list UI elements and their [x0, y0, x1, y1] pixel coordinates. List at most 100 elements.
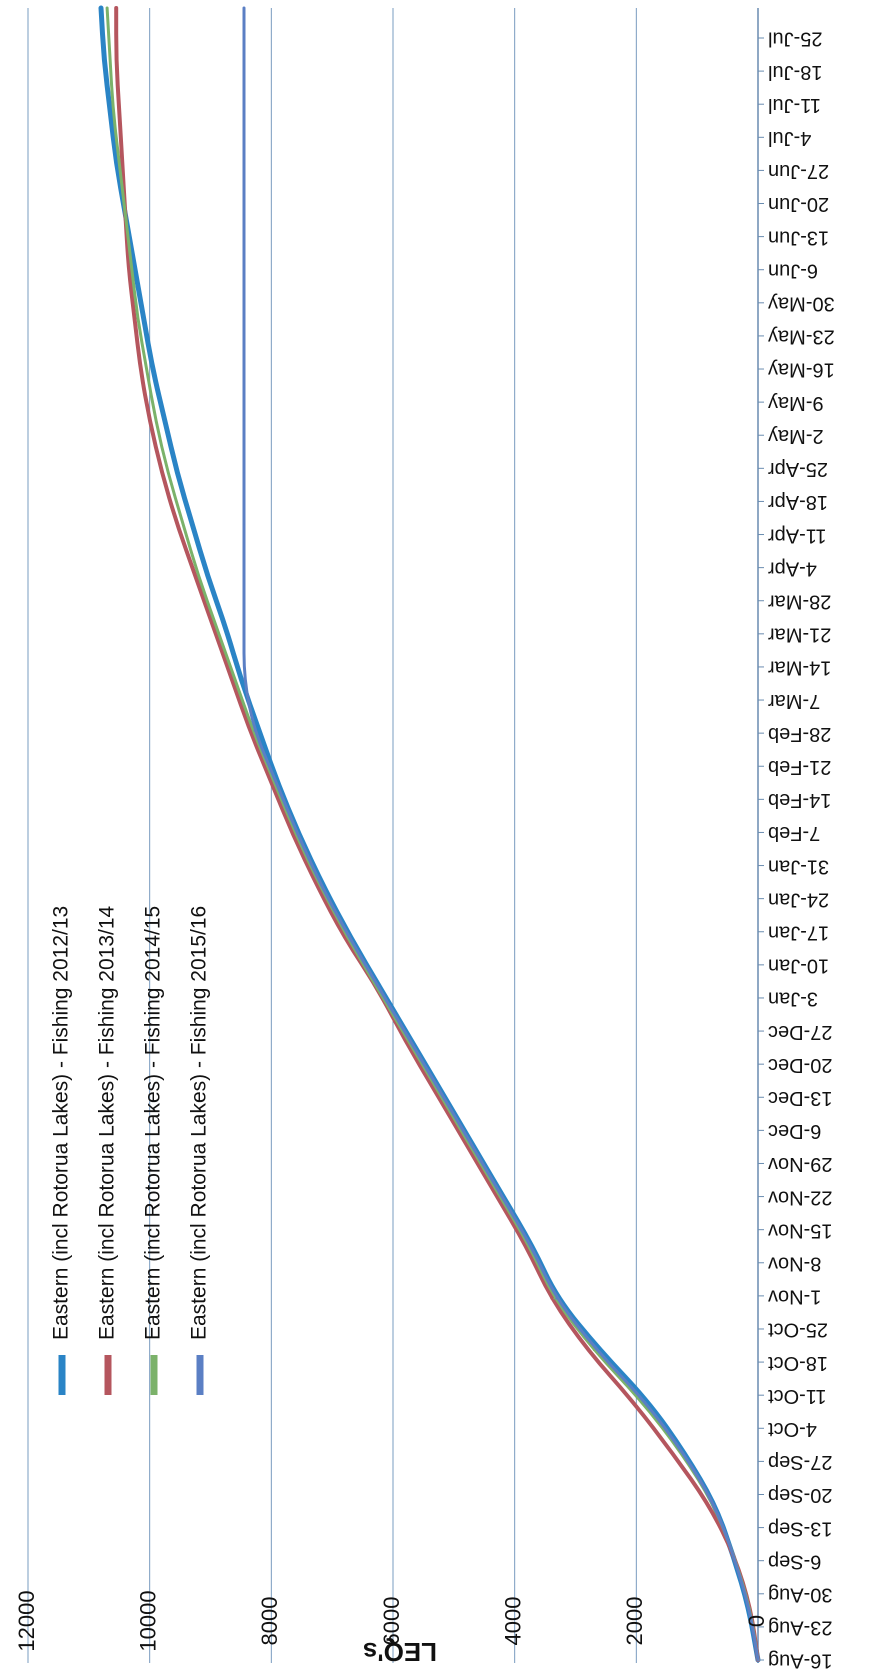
data-point: [115, 162, 118, 164]
x-tick-label: 25-Oct: [768, 1319, 828, 1341]
x-tick-label: 27-Jun: [768, 160, 829, 182]
data-point: [243, 162, 245, 164]
data-point: [378, 988, 381, 990]
data-point: [682, 1452, 685, 1455]
data-point: [296, 833, 299, 835]
data-point: [243, 265, 245, 267]
data-point: [234, 678, 236, 680]
x-tick-label: 14-Feb: [768, 789, 831, 811]
x-tick-label: 6-Jun: [768, 259, 818, 281]
x-tick-label: 11-Apr: [768, 524, 827, 546]
x-tick-label: 4-Oct: [768, 1418, 817, 1440]
series-line-3: [105, 6, 760, 1662]
data-point: [253, 729, 256, 732]
x-tick-label: 24-Jan: [768, 888, 829, 910]
data-point: [748, 1607, 751, 1610]
data-point: [121, 162, 124, 164]
data-point: [194, 575, 197, 577]
data-point: [252, 729, 254, 732]
data-point: [240, 678, 242, 680]
legend-label: Eastern (incl Rotorua Lakes) - Fishing 2…: [142, 906, 165, 1340]
data-point: [500, 1194, 503, 1197]
data-point: [109, 110, 111, 113]
x-tick-label: 11-Oct: [768, 1385, 827, 1407]
series-layer: [98, 5, 761, 1663]
data-point: [148, 420, 151, 422]
data-point: [133, 265, 136, 267]
data-point: [176, 523, 178, 526]
x-tick-label: 30-Aug: [768, 1584, 833, 1606]
data-point: [708, 1504, 711, 1506]
data-point: [206, 575, 209, 577]
x-tick-label: 30-May: [768, 293, 835, 315]
data-point: [243, 471, 245, 474]
data-point: [243, 678, 245, 680]
x-tick-label: 18-Apr: [768, 491, 828, 513]
x-tick-label: 6-Sep: [768, 1550, 821, 1572]
data-point: [142, 316, 145, 319]
data-point: [586, 1349, 589, 1352]
y-tick-label: 12000: [14, 1590, 39, 1651]
x-tick-label: 21-Feb: [768, 756, 831, 778]
x-tick-label: 17-Jan: [768, 921, 829, 943]
data-point: [243, 523, 245, 526]
data-point: [553, 1297, 556, 1300]
data-point: [243, 626, 245, 629]
x-tick-label: 18-Jul: [768, 61, 822, 83]
x-tick-label: 23-May: [768, 326, 835, 348]
data-point: [439, 1091, 442, 1093]
x-tick-label: 27-Sep: [768, 1451, 833, 1473]
data-point: [197, 575, 200, 577]
data-point: [103, 58, 105, 61]
x-tick-label: 14-Mar: [768, 657, 832, 679]
x-tick-label: 8-Nov: [768, 1252, 821, 1274]
data-point: [243, 575, 245, 577]
x-tick-label: 20-Sep: [768, 1484, 833, 1506]
data-point: [124, 213, 127, 216]
data-point: [118, 110, 121, 113]
x-tick-label: 1-Nov: [768, 1286, 821, 1308]
x-tick-label: 18-Oct: [768, 1352, 828, 1374]
data-point: [115, 7, 118, 9]
data-point: [434, 1091, 437, 1093]
x-tick-label: 29-Nov: [768, 1153, 832, 1175]
data-point: [106, 7, 108, 9]
data-point: [215, 626, 218, 629]
series-line-4: [242, 6, 760, 1662]
data-point: [167, 471, 169, 474]
x-tick-label: 13-Dec: [768, 1087, 832, 1109]
x-tick-label: 11-Jul: [768, 94, 821, 116]
data-point: [243, 368, 245, 371]
y-tick-label: 8000: [257, 1597, 282, 1646]
data-point: [212, 626, 215, 629]
data-point: [154, 420, 157, 422]
x-tick-label: 31-Jan: [768, 855, 829, 877]
data-point: [161, 471, 163, 474]
data-point: [127, 265, 130, 267]
data-point: [115, 58, 118, 61]
x-tick-label: 20-Dec: [768, 1054, 832, 1076]
x-tick-label: 22-Nov: [768, 1186, 832, 1208]
data-point: [182, 523, 184, 526]
data-point: [243, 110, 245, 113]
data-point: [258, 729, 260, 732]
x-tick-label: 27-Dec: [768, 1021, 832, 1043]
y-axis-title: LEQ's: [363, 1637, 437, 1667]
data-point: [672, 1452, 674, 1455]
data-point: [592, 1349, 595, 1352]
y-tick-label: 2000: [622, 1597, 647, 1646]
x-tick-label: 13-Sep: [768, 1517, 833, 1539]
data-point: [151, 368, 154, 371]
x-tick-label: 16-Aug: [768, 1650, 833, 1672]
data-point: [316, 884, 318, 887]
legend-label: Eastern (incl Rotorua Lakes) - Fishing 2…: [188, 906, 211, 1340]
data-point: [647, 1401, 650, 1403]
series-line-1: [98, 5, 761, 1663]
data-point: [243, 316, 245, 319]
data-point: [632, 1401, 635, 1403]
x-tick-label: 21-Mar: [768, 624, 832, 646]
data-point: [530, 1246, 533, 1248]
data-point: [145, 368, 148, 371]
data-point: [291, 833, 294, 835]
